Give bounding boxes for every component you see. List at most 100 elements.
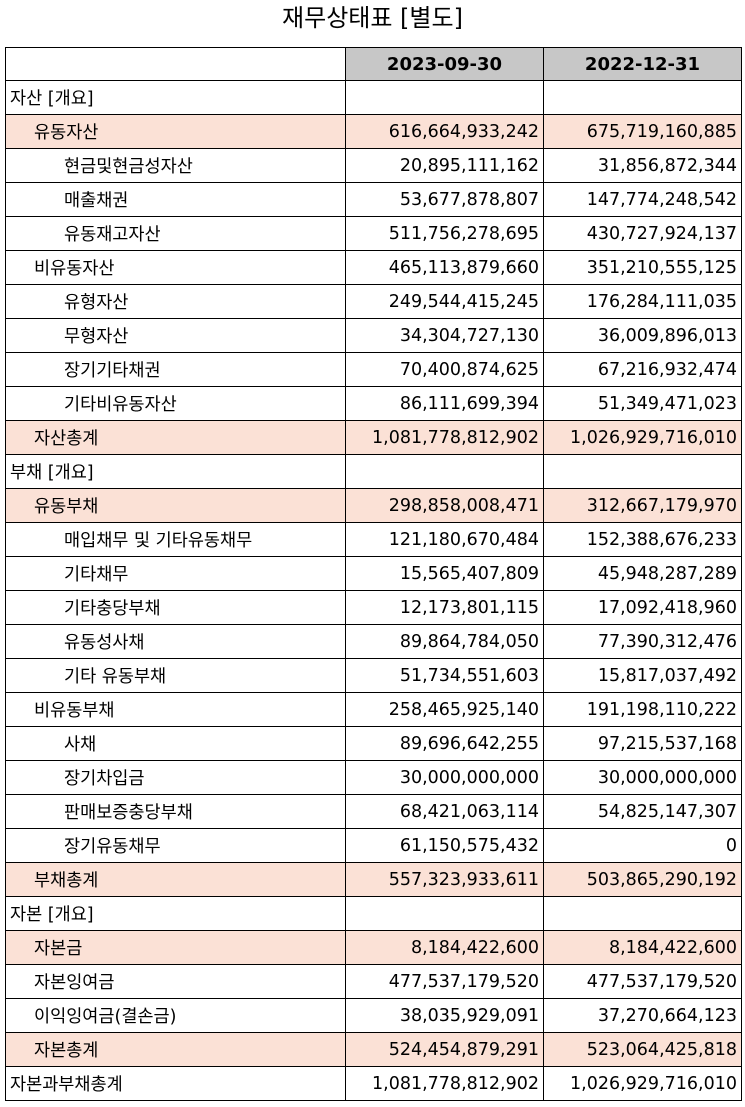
- table-row: 현금및현금성자산 20,895,111,162 31,856,872,344: [5, 148, 742, 183]
- table-row: 자산총계 1,081,778,812,902 1,026,929,716,010: [5, 420, 742, 455]
- row-label: 자본과부채총계: [5, 1066, 346, 1101]
- table-row: 자본총계 524,454,879,291 523,064,425,818: [5, 1032, 742, 1067]
- value-2023-09-30: 1,081,778,812,902: [345, 1066, 544, 1101]
- value-2023-09-30: 68,421,063,114: [345, 794, 544, 829]
- table-row: 기타채무 15,565,407,809 45,948,287,289: [5, 556, 742, 591]
- value-2022-12-31: 523,064,425,818: [543, 1032, 742, 1067]
- row-label: 비유동부채: [5, 692, 346, 727]
- row-label: 무형자산: [5, 318, 346, 353]
- table-header-row: 2023-09-30 2022-12-31: [5, 47, 742, 81]
- row-label: 기타 유동부채: [5, 658, 346, 693]
- value-2023-09-30: 20,895,111,162: [345, 148, 544, 183]
- value-2022-12-31: 1,026,929,716,010: [543, 1066, 742, 1101]
- value-2022-12-31: 152,388,676,233: [543, 522, 742, 557]
- row-label: 부채총계: [5, 862, 346, 897]
- value-2023-09-30: 51,734,551,603: [345, 658, 544, 693]
- table-row: 매입채무 및 기타유동채무 121,180,670,484 152,388,676,…: [5, 522, 742, 557]
- header-label-column: [5, 47, 346, 81]
- value-2023-09-30: 477,537,179,520: [345, 964, 544, 999]
- table-row: 기타비유동자산 86,111,699,394 51,349,471,023: [5, 386, 742, 421]
- value-2022-12-31: 191,198,110,222: [543, 692, 742, 727]
- table-row: 비유동자산 465,113,879,660 351,210,555,125: [5, 250, 742, 285]
- value-2023-09-30: 557,323,933,611: [345, 862, 544, 897]
- value-2023-09-30: 89,864,784,050: [345, 624, 544, 659]
- table-row: 유동자산 616,664,933,242 675,719,160,885: [5, 114, 742, 149]
- value-2022-12-31: 1,026,929,716,010: [543, 420, 742, 455]
- balance-sheet-table: 2023-09-30 2022-12-31 자산 [개요] 유동자산 616,664…: [5, 47, 742, 1101]
- row-label: 자본 [개요]: [5, 896, 346, 931]
- row-label: 비유동자산: [5, 250, 346, 285]
- row-label: 매입채무 및 기타유동채무: [5, 522, 346, 557]
- value-2023-09-30: 465,113,879,660: [345, 250, 544, 285]
- table-row: 기타 유동부채 51,734,551,603 15,817,037,492: [5, 658, 742, 693]
- value-2022-12-31: 147,774,248,542: [543, 182, 742, 217]
- value-2022-12-31: 30,000,000,000: [543, 760, 742, 795]
- row-label: 자본금: [5, 930, 346, 965]
- row-label: 유동자산: [5, 114, 346, 149]
- table-row: 자본금 8,184,422,600 8,184,422,600: [5, 930, 742, 965]
- row-label: 유동부채: [5, 488, 346, 523]
- row-label: 이익잉여금(결손금): [5, 998, 346, 1033]
- value-2022-12-31: 36,009,896,013: [543, 318, 742, 353]
- header-period-2: 2022-12-31: [543, 47, 742, 81]
- row-label: 유동성사채: [5, 624, 346, 659]
- value-2022-12-31: 312,667,179,970: [543, 488, 742, 523]
- table-row: 부채총계 557,323,933,611 503,865,290,192: [5, 862, 742, 897]
- value-2022-12-31: [543, 80, 742, 115]
- value-2023-09-30: 12,173,801,115: [345, 590, 544, 625]
- table-row: 유형자산 249,544,415,245 176,284,111,035: [5, 284, 742, 319]
- value-2022-12-31: 45,948,287,289: [543, 556, 742, 591]
- value-2022-12-31: 31,856,872,344: [543, 148, 742, 183]
- row-label: 판매보증충당부채: [5, 794, 346, 829]
- table-row: 자산 [개요]: [5, 80, 742, 115]
- value-2022-12-31: 0: [543, 828, 742, 863]
- value-2023-09-30: 121,180,670,484: [345, 522, 544, 557]
- value-2022-12-31: 37,270,664,123: [543, 998, 742, 1033]
- table-row: 비유동부채 258,465,925,140 191,198,110,222: [5, 692, 742, 727]
- table-row: 부채 [개요]: [5, 454, 742, 489]
- table-row: 매출채권 53,677,878,807 147,774,248,542: [5, 182, 742, 217]
- value-2023-09-30: 89,696,642,255: [345, 726, 544, 761]
- row-label: 유동재고자산: [5, 216, 346, 251]
- value-2022-12-31: 675,719,160,885: [543, 114, 742, 149]
- value-2023-09-30: 53,677,878,807: [345, 182, 544, 217]
- value-2023-09-30: 1,081,778,812,902: [345, 420, 544, 455]
- row-label: 부채 [개요]: [5, 454, 346, 489]
- row-label: 장기기타채권: [5, 352, 346, 387]
- table-row: 장기유동채무 61,150,575,432 0: [5, 828, 742, 863]
- table-row: 장기기타채권 70,400,874,625 67,216,932,474: [5, 352, 742, 387]
- value-2023-09-30: 511,756,278,695: [345, 216, 544, 251]
- row-label: 기타비유동자산: [5, 386, 346, 421]
- table-row: 유동재고자산 511,756,278,695 430,727,924,137: [5, 216, 742, 251]
- value-2022-12-31: 176,284,111,035: [543, 284, 742, 319]
- table-row: 자본과부채총계 1,081,778,812,902 1,026,929,716,01…: [5, 1066, 742, 1101]
- value-2023-09-30: 15,565,407,809: [345, 556, 544, 591]
- row-label: 기타충당부채: [5, 590, 346, 625]
- row-label: 현금및현금성자산: [5, 148, 346, 183]
- page-title: 재무상태표 [별도]: [282, 4, 463, 32]
- row-label: 유형자산: [5, 284, 346, 319]
- table-row: 사채 89,696,642,255 97,215,537,168: [5, 726, 742, 761]
- table-body: 자산 [개요] 유동자산 616,664,933,242 675,719,160,88…: [5, 80, 742, 1101]
- value-2023-09-30: 616,664,933,242: [345, 114, 544, 149]
- table-row: 이익잉여금(결손금) 38,035,929,091 37,270,664,123: [5, 998, 742, 1033]
- table-row: 기타충당부채 12,173,801,115 17,092,418,960: [5, 590, 742, 625]
- value-2022-12-31: 17,092,418,960: [543, 590, 742, 625]
- row-label: 장기유동채무: [5, 828, 346, 863]
- row-label: 자본잉여금: [5, 964, 346, 999]
- row-label: 자본총계: [5, 1032, 346, 1067]
- value-2023-09-30: 34,304,727,130: [345, 318, 544, 353]
- value-2022-12-31: 430,727,924,137: [543, 216, 742, 251]
- value-2023-09-30: 258,465,925,140: [345, 692, 544, 727]
- value-2022-12-31: 51,349,471,023: [543, 386, 742, 421]
- table-row: 무형자산 34,304,727,130 36,009,896,013: [5, 318, 742, 353]
- value-2022-12-31: 477,537,179,520: [543, 964, 742, 999]
- row-label: 매출채권: [5, 182, 346, 217]
- table-row: 자본잉여금 477,537,179,520 477,537,179,520: [5, 964, 742, 999]
- row-label: 기타채무: [5, 556, 346, 591]
- value-2022-12-31: 8,184,422,600: [543, 930, 742, 965]
- value-2023-09-30: [345, 80, 544, 115]
- value-2022-12-31: 77,390,312,476: [543, 624, 742, 659]
- value-2023-09-30: 61,150,575,432: [345, 828, 544, 863]
- row-label: 장기차입금: [5, 760, 346, 795]
